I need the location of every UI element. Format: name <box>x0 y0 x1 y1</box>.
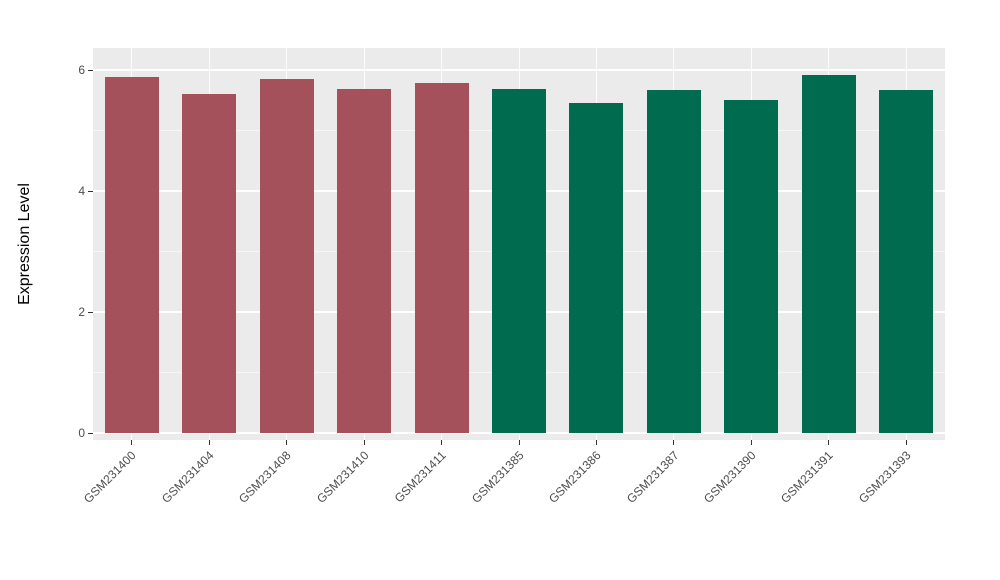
x-tick-label: GSM231393 <box>855 448 914 506</box>
x-tick-mark <box>363 440 365 445</box>
y-tick-mark <box>88 69 93 71</box>
y-axis-title: Expression Level <box>16 183 33 305</box>
y-tick-label: 2 <box>78 305 85 319</box>
bar <box>801 74 856 433</box>
x-tick-label: GSM231386 <box>546 448 604 506</box>
x-tick-mark <box>286 440 288 445</box>
x-tick-label: GSM231400 <box>81 448 139 506</box>
x-tick-mark <box>518 440 520 445</box>
x-tick-mark <box>750 440 752 445</box>
bar <box>879 89 934 433</box>
bar <box>414 83 469 433</box>
y-tick-label: 4 <box>78 184 85 198</box>
x-tick-mark <box>595 440 597 445</box>
bar <box>259 79 314 433</box>
x-tick-mark <box>208 440 210 445</box>
y-tick-mark <box>88 432 93 434</box>
x-tick-label: GSM231390 <box>701 448 759 506</box>
x-tick-label: GSM231408 <box>236 448 294 506</box>
x-tick-mark <box>441 440 443 445</box>
bar <box>492 89 546 433</box>
bar <box>724 100 779 433</box>
bar <box>646 89 701 433</box>
x-tick-mark <box>828 440 830 445</box>
y-tick-mark <box>88 311 93 313</box>
bar <box>337 89 392 433</box>
x-tick-label: GSM231404 <box>158 448 217 506</box>
x-tick-label: GSM231411 <box>391 448 449 506</box>
x-tick-mark <box>131 440 133 445</box>
x-tick-label: GSM231410 <box>313 448 372 506</box>
bar <box>569 103 624 433</box>
x-tick-label: GSM231387 <box>623 448 682 506</box>
y-tick-mark <box>88 190 93 192</box>
x-tick-mark <box>673 440 675 445</box>
plot-panel <box>93 48 945 440</box>
bar <box>104 77 159 433</box>
bar <box>182 94 237 433</box>
x-tick-label: GSM231391 <box>778 448 837 506</box>
y-tick-label: 6 <box>78 63 85 77</box>
x-tick-mark <box>905 440 907 445</box>
x-tick-label: GSM231385 <box>468 448 527 506</box>
y-tick-label: 0 <box>78 426 85 440</box>
